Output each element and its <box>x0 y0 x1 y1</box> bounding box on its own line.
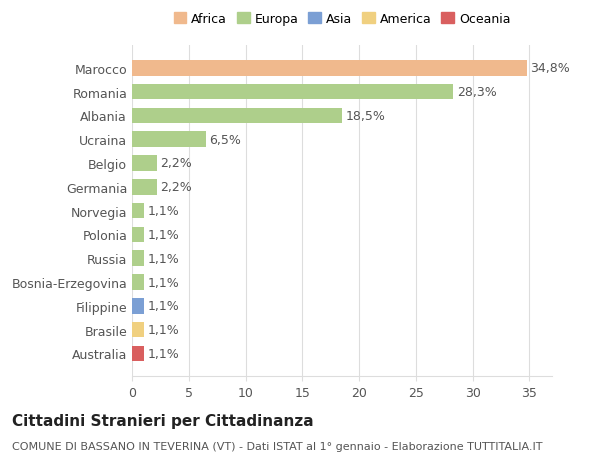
Bar <box>132 298 145 314</box>
Bar <box>132 203 145 219</box>
Bar <box>132 61 527 76</box>
Bar <box>132 251 145 266</box>
Bar <box>132 274 145 290</box>
Bar <box>132 156 157 171</box>
Text: 28,3%: 28,3% <box>457 86 496 99</box>
Text: 1,1%: 1,1% <box>148 229 179 241</box>
Text: 1,1%: 1,1% <box>148 324 179 336</box>
Text: 34,8%: 34,8% <box>530 62 570 75</box>
Bar <box>132 179 157 195</box>
Text: 1,1%: 1,1% <box>148 276 179 289</box>
Bar <box>132 346 145 361</box>
Text: 1,1%: 1,1% <box>148 300 179 313</box>
Legend: Africa, Europa, Asia, America, Oceania: Africa, Europa, Asia, America, Oceania <box>170 9 514 30</box>
Bar <box>132 84 453 100</box>
Text: 18,5%: 18,5% <box>346 110 385 123</box>
Text: 2,2%: 2,2% <box>160 157 192 170</box>
Bar <box>132 108 342 124</box>
Text: 1,1%: 1,1% <box>148 347 179 360</box>
Text: 1,1%: 1,1% <box>148 205 179 218</box>
Text: COMUNE DI BASSANO IN TEVERINA (VT) - Dati ISTAT al 1° gennaio - Elaborazione TUT: COMUNE DI BASSANO IN TEVERINA (VT) - Dat… <box>12 441 542 451</box>
Bar <box>132 322 145 338</box>
Text: 1,1%: 1,1% <box>148 252 179 265</box>
Text: Cittadini Stranieri per Cittadinanza: Cittadini Stranieri per Cittadinanza <box>12 413 314 428</box>
Bar <box>132 132 206 148</box>
Bar <box>132 227 145 243</box>
Text: 6,5%: 6,5% <box>209 134 241 146</box>
Text: 2,2%: 2,2% <box>160 181 192 194</box>
